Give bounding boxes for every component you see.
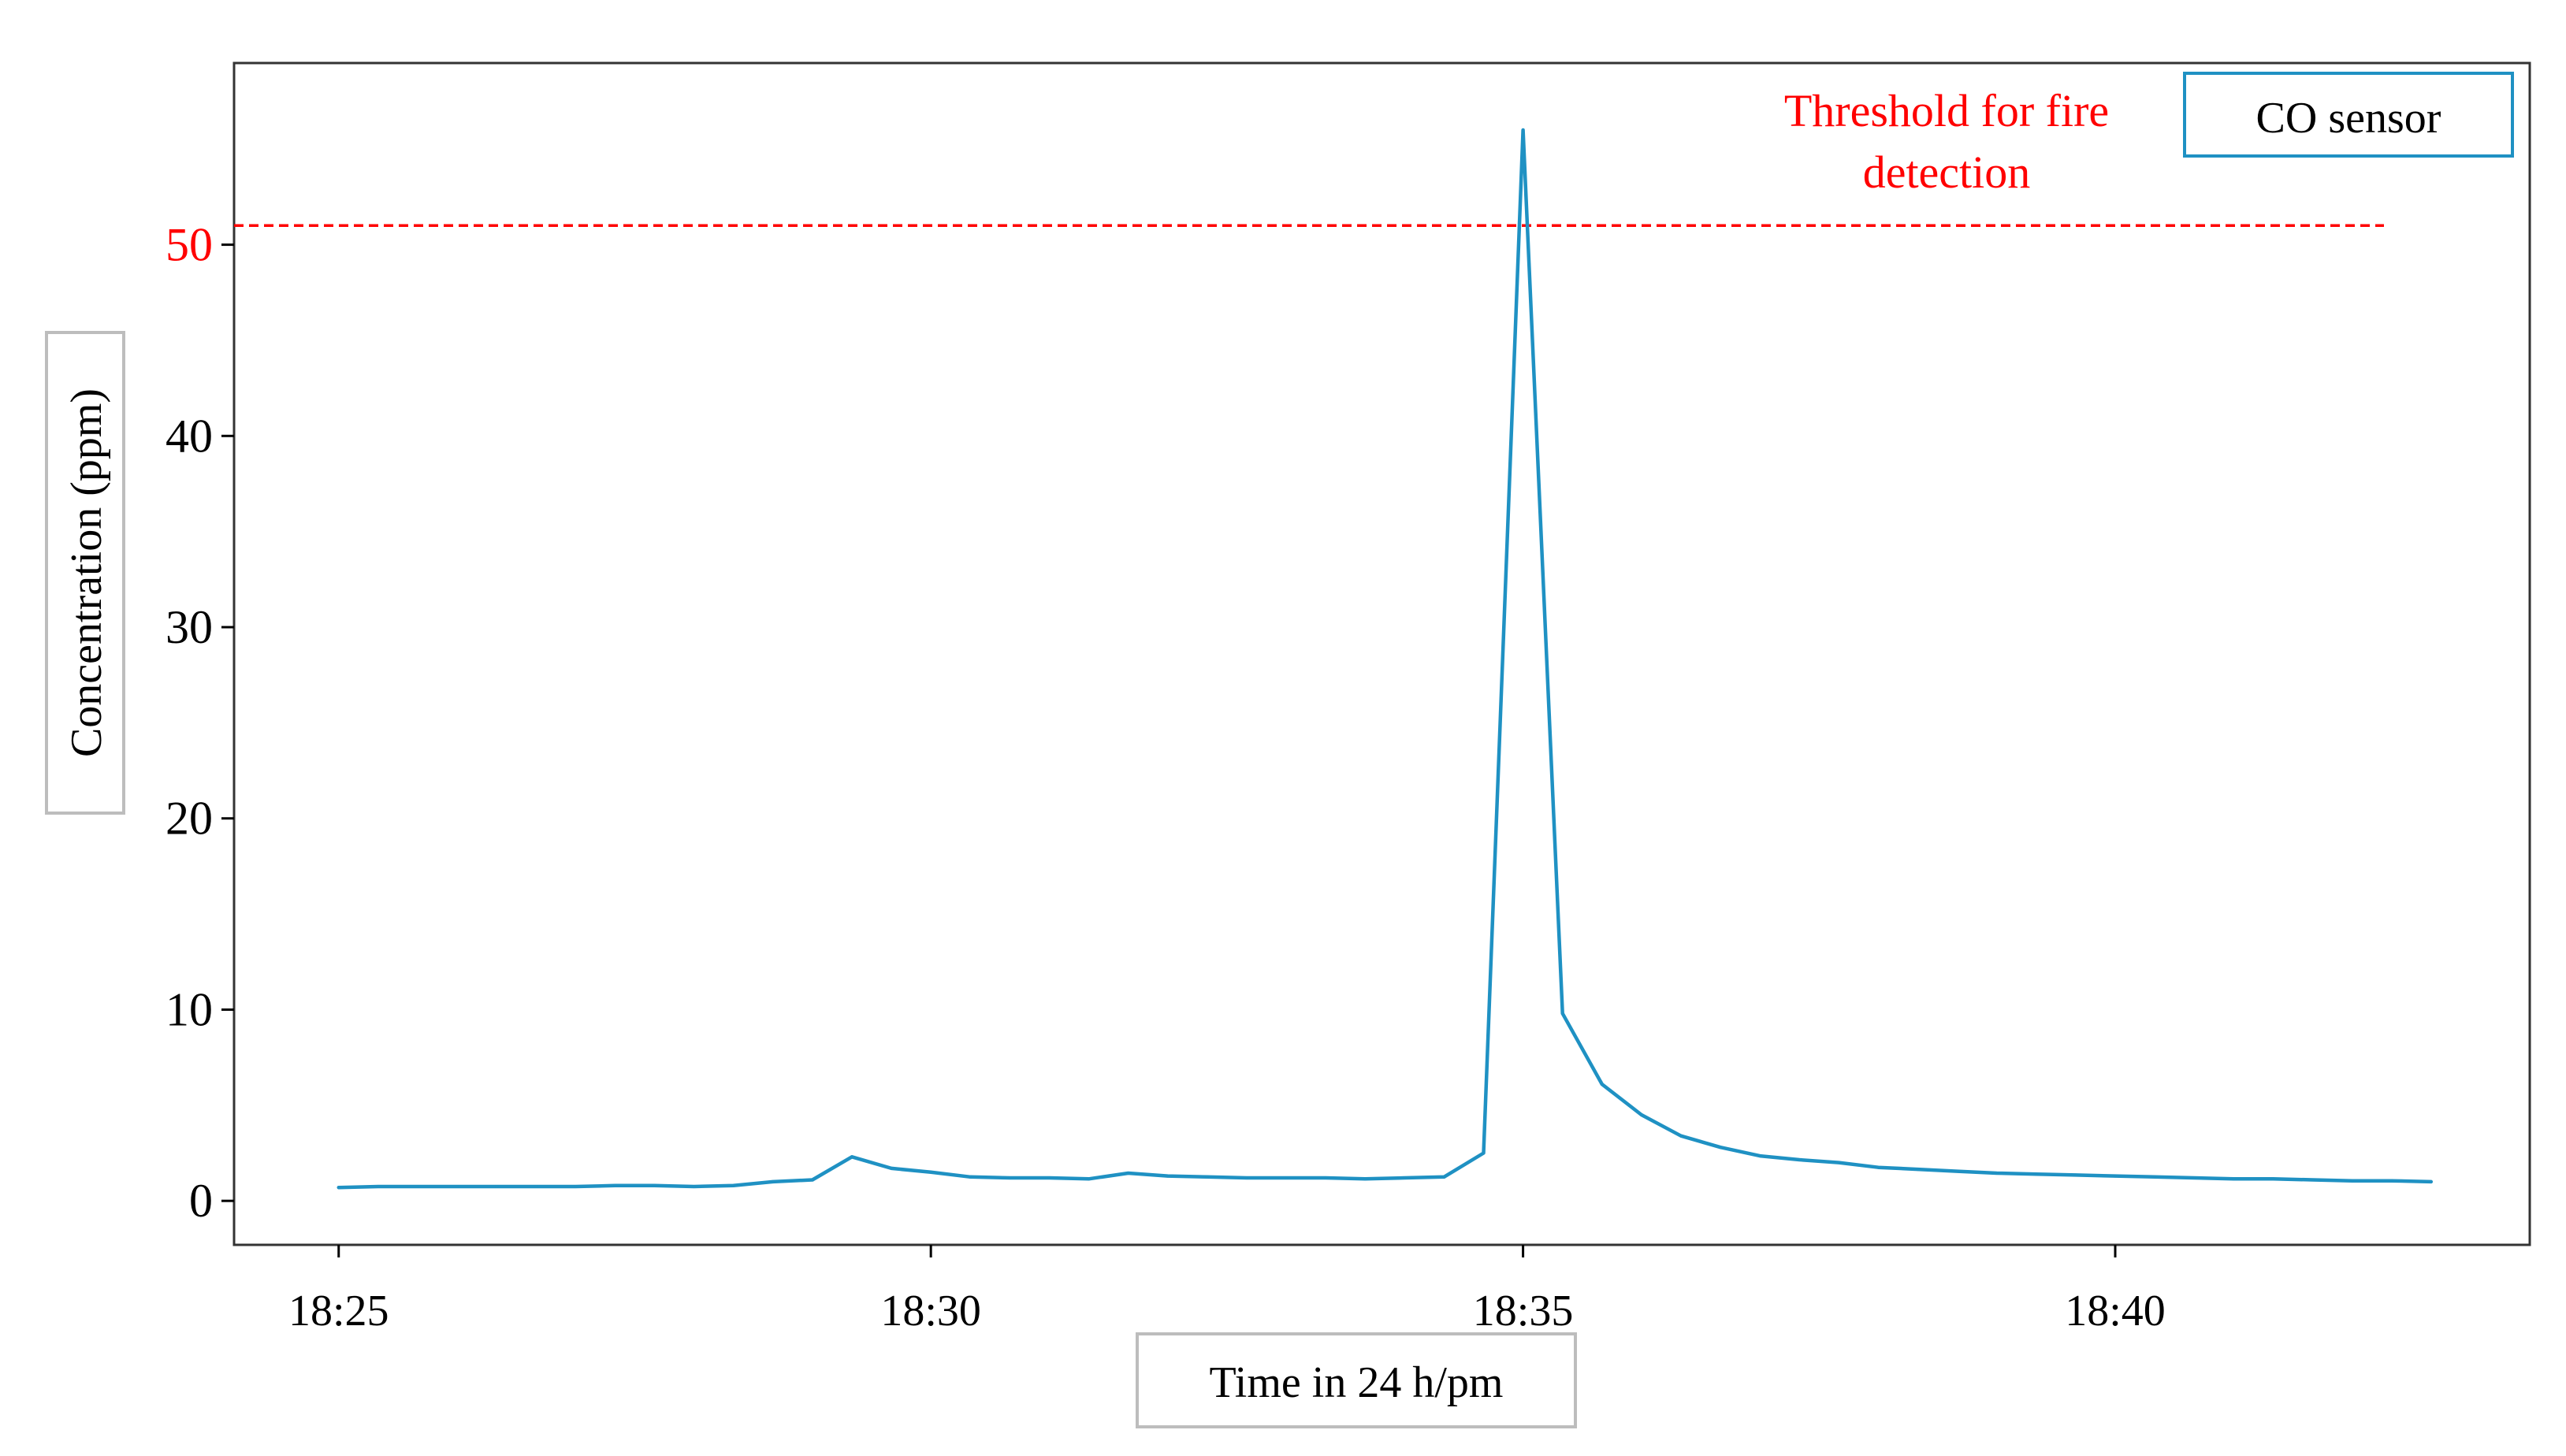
x-axis-label-box [1136,1332,1577,1428]
labels-layer: CO sensor Time in 24 h/pm Concentration (p… [45,72,2514,1428]
axes-layer: 18:25 18:30 18:35 18:40 0 10 20 30 40 50 [165,61,2531,1335]
co-sensor-point [890,1166,894,1170]
co-sensor-point [2311,1178,2315,1182]
threshold-label-line: detection [1863,147,2031,198]
co-sensor-point [810,1178,814,1182]
co-sensor-point [1995,1171,1999,1175]
co-sensor-point [1876,1165,1880,1169]
co-sensor-point [613,1183,617,1187]
co-sensor-point [2429,1179,2433,1183]
co-sensor-point [1679,1134,1683,1138]
y-tick-label: 40 [165,410,213,462]
co-sensor-point [2271,1177,2275,1181]
co-sensor-line [337,128,2434,1190]
y-tick-label: 30 [165,601,213,653]
co-sensor-point [1205,1175,1209,1179]
x-tick-label: 18:30 [880,1287,981,1335]
co-sensor-point [415,1184,419,1188]
co-sensor-point [850,1155,853,1159]
y-tick-label: 20 [165,793,213,845]
co-sensor-point [2114,1174,2118,1178]
co-sensor-point [456,1184,459,1188]
series-layer [337,128,2434,1190]
co-sensor-point [771,1179,775,1183]
co-sensor-point [2389,1179,2393,1183]
threshold-label-line: Threshold for fire [1784,85,2109,136]
y-axis-label-box [45,331,125,815]
co-sensor-point [1639,1112,1643,1116]
co-sensor-point [2034,1172,2038,1176]
co-sensor-point [1798,1157,1802,1161]
x-axis-label: Time in 24 h/pm [1210,1358,1504,1407]
y-tick-label: 0 [189,1175,213,1227]
co-sensor-point [1600,1083,1604,1086]
co-sensor-point [1008,1176,1012,1180]
co-sensor-point [1482,1151,1486,1155]
co-sensor-point [2350,1179,2354,1183]
co-sensor-point [1955,1169,1959,1173]
threshold-label: Threshold for fire detection [1784,85,2109,198]
y-axis-label: Concentration (ppm) [62,388,111,757]
co-sensor-point [337,1186,340,1190]
threshold-layer: Threshold for fire detection [234,85,2384,228]
y-tick-label-threshold: 50 [165,219,213,271]
co-sensor-point [731,1183,735,1187]
co-sensor-point [495,1184,499,1188]
co-sensor-point [692,1184,696,1188]
co-sensor-point [1758,1154,1762,1158]
co-sensor-point [1560,1012,1564,1016]
plot-frame [232,61,2531,1246]
co-sensor-point [653,1183,656,1187]
x-tick-label: 18:25 [288,1287,389,1335]
co-sensor-point [574,1184,578,1188]
co-sensor-point [1403,1176,1407,1180]
co-sensor-point [376,1184,380,1188]
co-sensor-point [1047,1176,1051,1180]
co-sensor-point [2232,1177,2236,1181]
co-sensor-point [1363,1177,1367,1181]
co-sensor-point [1324,1176,1328,1180]
y-tick-label: 10 [165,983,213,1035]
co-sensor-point [969,1175,972,1179]
x-tick-label: 18:40 [2065,1287,2166,1335]
co-sensor-point [929,1170,933,1174]
co-sensor-point [1837,1161,1841,1164]
x-tick-label: 18:35 [1473,1287,1574,1335]
co-sensor-point [1521,128,1525,132]
legend-box [2183,72,2514,158]
co-sensor-point [1285,1176,1289,1180]
co-sensor-point [1166,1174,1170,1178]
co-sensor-point [1244,1176,1248,1180]
co-sensor-point [1442,1175,1446,1179]
co-sensor-point [1916,1168,1920,1172]
co-sensor-point [534,1184,538,1188]
co-sensor-point [1126,1171,1130,1175]
co-sensor-point [2073,1173,2077,1177]
co-sensor-point [2153,1175,2157,1179]
co-sensor-point [1719,1146,1723,1150]
co-sensor-point [1087,1177,1091,1181]
legend-entry-co-sensor: CO sensor [2256,94,2441,143]
co-sensor-point [2192,1176,2196,1180]
